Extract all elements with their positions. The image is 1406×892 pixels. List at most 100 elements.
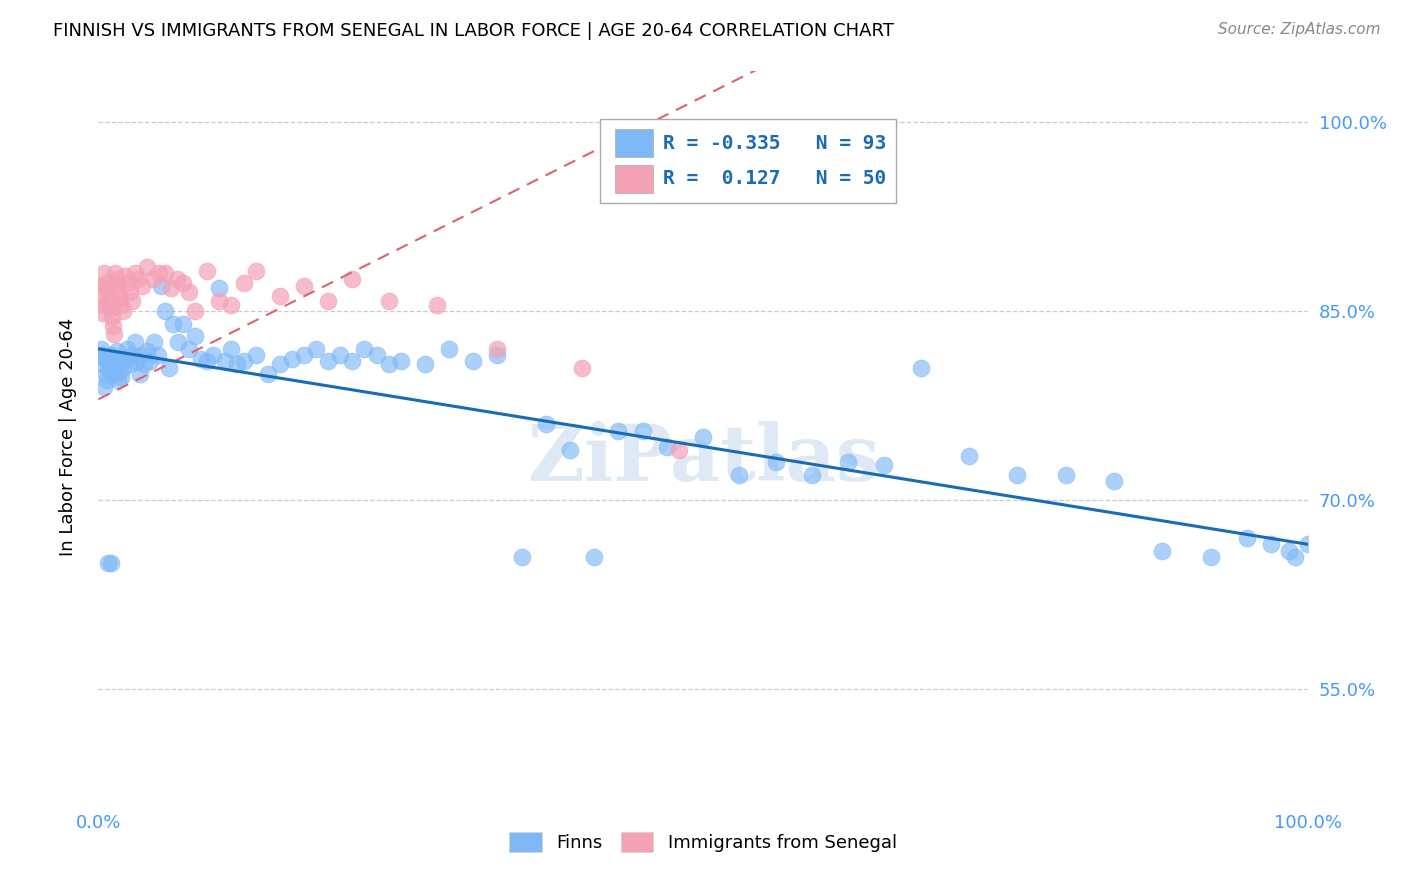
Point	[121, 348, 143, 362]
Point	[1102, 474, 1125, 488]
Point	[226, 357, 249, 371]
Point	[292, 348, 315, 362]
Point	[765, 455, 787, 469]
Point	[160, 281, 183, 295]
Point	[91, 348, 114, 362]
Point	[668, 442, 690, 457]
Point	[179, 285, 201, 299]
Point	[837, 455, 859, 469]
Point	[108, 354, 131, 368]
Point	[117, 342, 139, 356]
Point	[110, 369, 132, 384]
Point	[100, 310, 122, 325]
Point	[486, 348, 509, 362]
Point	[583, 549, 606, 564]
Text: R = -0.335   N = 93: R = -0.335 N = 93	[664, 134, 886, 153]
Text: FINNISH VS IMMIGRANTS FROM SENEGAL IN LABOR FORCE | AGE 20-64 CORRELATION CHART: FINNISH VS IMMIGRANTS FROM SENEGAL IN LA…	[53, 22, 894, 40]
Point	[486, 342, 509, 356]
Point	[110, 298, 132, 312]
Point	[103, 326, 125, 341]
Point	[800, 467, 823, 482]
Point	[98, 363, 121, 377]
Point	[157, 360, 180, 375]
Point	[208, 293, 231, 308]
Point	[100, 348, 122, 362]
Point	[172, 277, 194, 291]
Point	[426, 298, 449, 312]
Point	[162, 317, 184, 331]
Point	[245, 263, 267, 277]
Point	[108, 291, 131, 305]
Text: R =  0.127   N = 50: R = 0.127 N = 50	[664, 169, 886, 188]
Legend: Finns, Immigrants from Senegal: Finns, Immigrants from Senegal	[502, 825, 904, 860]
Point	[93, 379, 115, 393]
Point	[184, 304, 207, 318]
Point	[1236, 531, 1258, 545]
Point	[1152, 543, 1174, 558]
Point	[179, 342, 201, 356]
Point	[103, 351, 125, 366]
Point	[269, 289, 291, 303]
Point	[124, 266, 146, 280]
Point	[728, 467, 751, 482]
Point	[172, 317, 194, 331]
Point	[98, 293, 121, 308]
Point	[91, 298, 114, 312]
Point	[135, 344, 157, 359]
Point	[153, 266, 176, 280]
Point	[90, 289, 112, 303]
Point	[100, 357, 122, 371]
Point	[118, 285, 141, 299]
Point	[1199, 549, 1222, 564]
Point	[910, 360, 932, 375]
Point	[437, 342, 460, 356]
Point	[97, 556, 120, 570]
Point	[534, 417, 557, 432]
Point	[269, 357, 291, 371]
Point	[305, 342, 328, 356]
Point	[124, 335, 146, 350]
Point	[100, 301, 122, 316]
Point	[105, 344, 128, 359]
Point	[153, 304, 176, 318]
Point	[221, 298, 243, 312]
Point	[316, 293, 339, 308]
Point	[128, 367, 150, 381]
Point	[692, 430, 714, 444]
Point	[101, 319, 124, 334]
Point	[245, 348, 267, 362]
Point	[202, 348, 225, 362]
Point	[117, 277, 139, 291]
Point	[107, 277, 129, 291]
Point	[377, 293, 399, 308]
Point	[208, 281, 231, 295]
Point	[104, 360, 127, 375]
Point	[195, 354, 218, 368]
Point	[139, 354, 162, 368]
Point	[195, 263, 218, 277]
Point	[107, 373, 129, 387]
Point	[281, 351, 304, 366]
Point	[131, 278, 153, 293]
Point	[96, 281, 118, 295]
FancyBboxPatch shape	[614, 165, 654, 193]
Point	[146, 348, 169, 362]
Point	[1260, 537, 1282, 551]
Point	[101, 367, 124, 381]
Point	[143, 335, 166, 350]
Point	[118, 357, 141, 371]
Point	[93, 351, 115, 366]
Point	[190, 351, 212, 366]
Point	[94, 367, 117, 381]
Point	[100, 556, 122, 570]
Point	[166, 272, 188, 286]
Point	[342, 272, 364, 286]
Point	[148, 266, 170, 280]
Point	[342, 354, 364, 368]
Point	[1278, 543, 1301, 558]
Point	[142, 272, 165, 286]
Point	[873, 458, 896, 472]
Point	[232, 354, 254, 368]
Point	[256, 367, 278, 381]
Point	[366, 348, 388, 362]
